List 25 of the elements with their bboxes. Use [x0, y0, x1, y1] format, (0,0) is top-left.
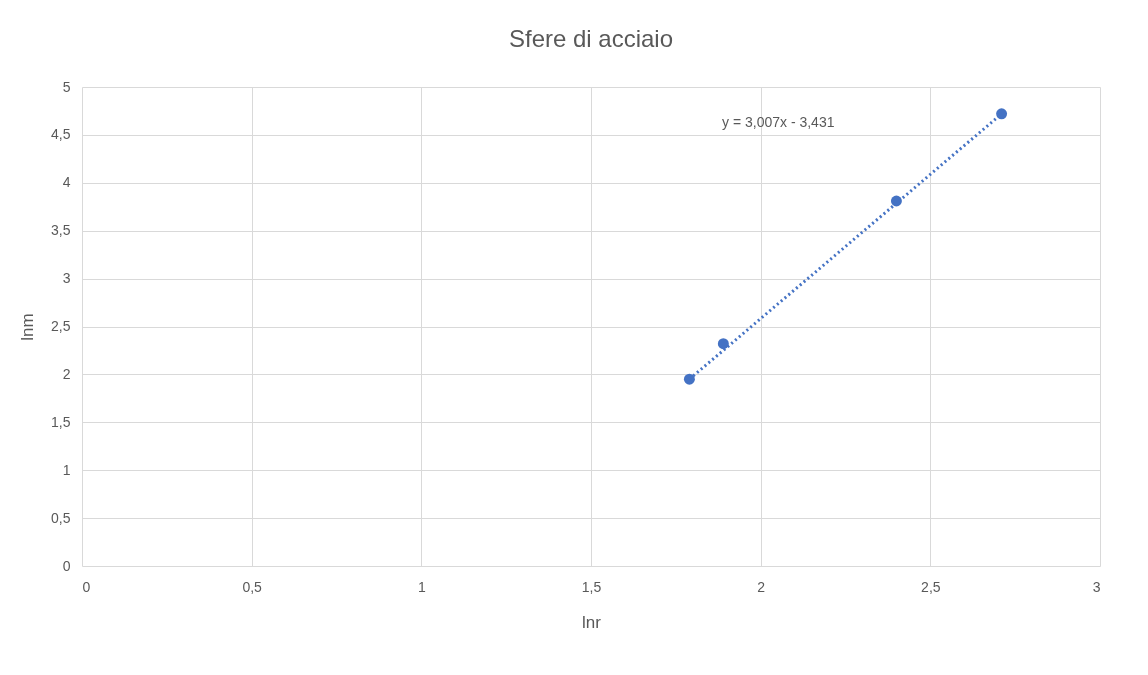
- x-tick-label: 1: [417, 578, 426, 595]
- x-tick-label: 1,5: [581, 578, 602, 595]
- point: [717, 338, 729, 350]
- y-tick-label: 3: [62, 270, 71, 287]
- point: [683, 373, 695, 385]
- y-axis-title: lnm: [18, 313, 38, 341]
- annotation: y = 3,007x - 3,431: [722, 114, 835, 130]
- x-tick-label: 0: [82, 578, 91, 595]
- x-tick-label: 3: [1092, 578, 1101, 595]
- y-tick-label: 1: [62, 461, 71, 478]
- y-tick-label: 4: [62, 174, 71, 191]
- y-tick-label: 5: [62, 78, 71, 95]
- x-tick-label: 0,5: [242, 578, 263, 595]
- point: [996, 108, 1008, 120]
- y-tick-label: 3,5: [51, 222, 71, 239]
- x-tick-label: 2,5: [921, 578, 941, 595]
- x-tick-label: 2: [757, 578, 766, 595]
- y-tick-label: 0,5: [51, 509, 71, 526]
- y-tick-label: 1,5: [51, 413, 71, 430]
- chart-title: Sfere di acciaio: [508, 25, 674, 52]
- y-tick-label: 0: [62, 557, 71, 574]
- y-tick-label: 2: [62, 365, 71, 382]
- y-tick-label: 4,5: [51, 126, 71, 143]
- y-tick-label: 2,5: [51, 318, 71, 334]
- x-axis-title: lnr: [582, 612, 602, 632]
